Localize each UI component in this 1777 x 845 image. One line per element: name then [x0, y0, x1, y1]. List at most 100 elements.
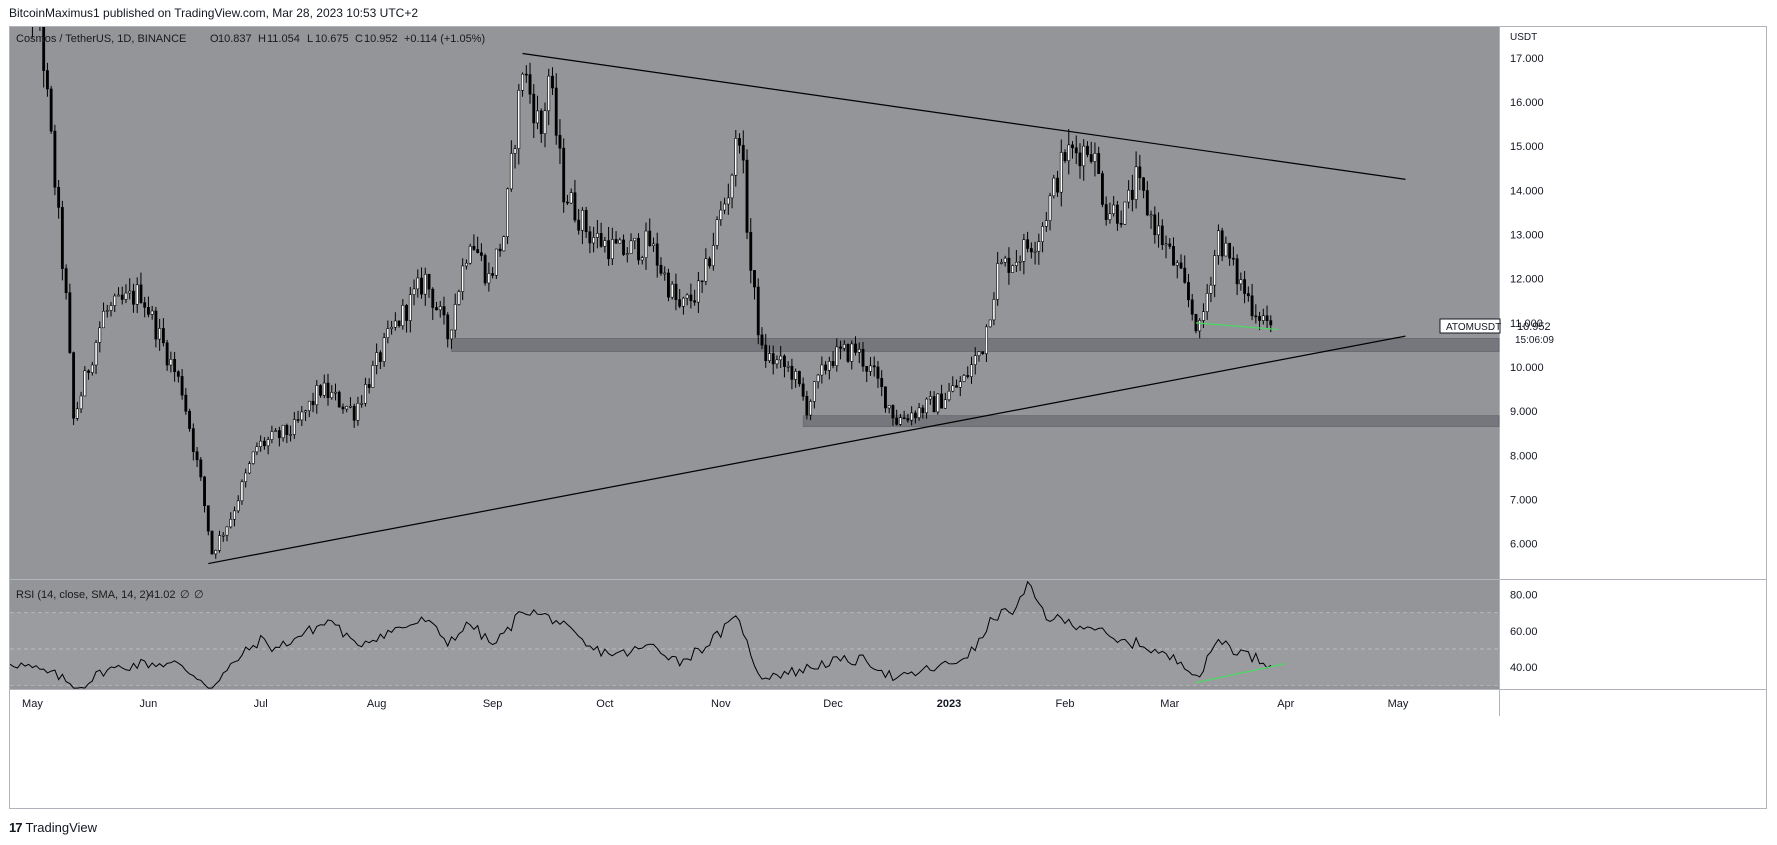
candle	[281, 424, 285, 442]
candle	[120, 286, 124, 305]
last-price-marker[interactable]: ATOMUSDT 10.952 15:06:09	[1439, 318, 1554, 346]
candle	[1153, 206, 1157, 244]
candle-body	[689, 294, 693, 302]
candle	[349, 397, 352, 409]
candle	[472, 234, 476, 251]
candle-body	[1246, 293, 1250, 297]
candle-body	[809, 401, 813, 416]
candle	[880, 370, 884, 397]
candle-body	[652, 243, 655, 246]
candle	[955, 379, 958, 388]
candle-body	[1258, 316, 1261, 321]
chart-frame[interactable]: 6.000 7.000 8.000 9.000 10.000 11.000 12.000 13…	[9, 0, 1767, 809]
candle-body	[1202, 311, 1205, 321]
candle	[861, 341, 865, 372]
candle	[648, 218, 652, 247]
candle	[1059, 139, 1063, 207]
candle	[274, 427, 278, 432]
candle	[450, 329, 453, 349]
candle-body	[569, 192, 573, 204]
candle	[367, 378, 371, 394]
candle	[622, 234, 625, 257]
candle	[678, 288, 682, 309]
ohlc-h-value: 11.054	[267, 33, 300, 45]
candle	[562, 138, 566, 213]
candle	[599, 222, 603, 248]
candle	[371, 360, 375, 389]
candle-body	[334, 391, 337, 394]
candle	[925, 397, 929, 419]
candle-body	[629, 240, 633, 254]
candle-body	[872, 365, 876, 368]
candle	[872, 356, 876, 377]
candle-body	[319, 385, 322, 396]
candle	[693, 289, 697, 306]
candle	[543, 102, 547, 148]
candle-body	[764, 344, 768, 362]
candle-body	[1134, 166, 1138, 200]
candle	[90, 361, 94, 376]
candle-body	[999, 262, 1003, 264]
candle	[64, 264, 68, 300]
ohlc-c-label: C	[355, 33, 363, 45]
candle-body	[266, 439, 270, 447]
candle-body	[595, 233, 599, 238]
candle	[696, 272, 700, 313]
price-tick-label: 16.000	[1510, 97, 1544, 109]
candle-body	[274, 430, 278, 432]
candle-body	[730, 174, 734, 199]
candle-body	[1149, 214, 1153, 217]
candle	[465, 259, 468, 270]
candle-body	[1108, 213, 1112, 220]
candle-body	[693, 300, 697, 303]
candle	[700, 280, 704, 293]
candle	[1209, 276, 1213, 303]
candle-body	[248, 463, 251, 474]
candle	[1216, 224, 1220, 265]
candle	[1130, 174, 1134, 212]
candle	[1123, 201, 1127, 225]
candle	[1258, 311, 1261, 331]
candle-body	[1115, 204, 1119, 224]
price-axis-bg[interactable]	[1500, 27, 1766, 689]
candle-body	[64, 268, 68, 293]
candle	[300, 406, 304, 426]
candle-body	[988, 319, 992, 328]
candle	[502, 235, 506, 252]
candle	[891, 404, 895, 426]
last-price-value: 10.952	[1517, 321, 1551, 333]
candle-body	[341, 406, 345, 410]
candle	[191, 423, 195, 461]
candle-body	[760, 334, 764, 346]
candle	[476, 236, 480, 254]
rsi-title[interactable]: RSI (14, close, SMA, 14, 2)	[16, 589, 149, 601]
candle-body	[450, 329, 453, 340]
candle-body	[895, 417, 899, 425]
candle-body	[835, 346, 839, 366]
candle	[509, 140, 513, 192]
candle	[1029, 242, 1033, 259]
candle-body	[644, 230, 648, 258]
candle	[1104, 196, 1108, 226]
candle-body	[509, 153, 513, 190]
candle-body	[367, 384, 371, 388]
symbol-title[interactable]: Cosmos / TetherUS, 1D, BINANCE	[16, 33, 186, 45]
candle-body	[184, 394, 188, 412]
candle-body	[558, 135, 562, 149]
candle	[1074, 135, 1078, 165]
candle	[932, 391, 936, 413]
price-tick-label: 14.000	[1510, 185, 1544, 197]
candle-body	[985, 326, 988, 355]
main-pane-bg[interactable]	[10, 27, 1499, 579]
candle	[244, 468, 248, 488]
candle	[117, 287, 120, 297]
candle-body	[502, 236, 506, 252]
main-pane-layer	[19, 0, 1500, 565]
chart-svg[interactable]: 6.000 7.000 8.000 9.000 10.000 11.000 12.000 13…	[9, 0, 1766, 808]
candle	[614, 231, 618, 244]
rsi-line	[9, 580, 1272, 689]
candle	[839, 340, 842, 360]
candle	[779, 345, 783, 369]
candle-body	[102, 310, 105, 329]
candle	[1160, 219, 1164, 250]
